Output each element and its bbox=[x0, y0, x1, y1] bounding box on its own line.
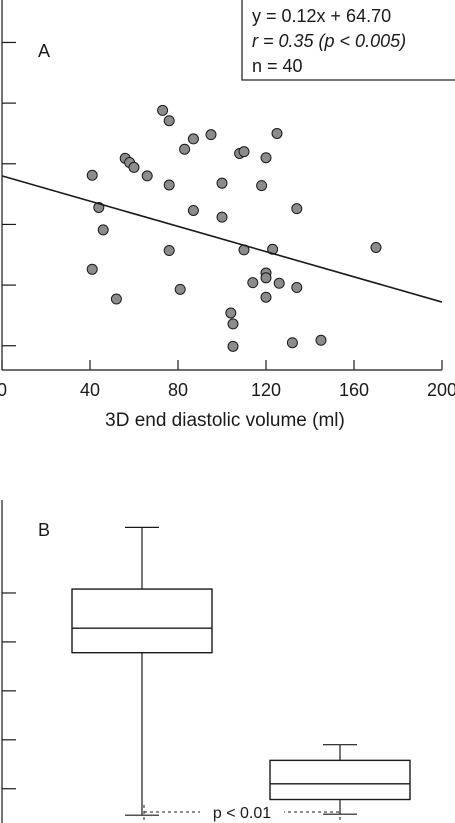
scatter-point bbox=[216, 177, 228, 189]
scatter-panel: A 0 40 80 120 160 200 3D end diastolic volume… bbox=[0, 0, 455, 431]
significance-bracket: p < 0.01 bbox=[143, 802, 341, 823]
scatter-point bbox=[163, 179, 175, 191]
scatter-point bbox=[179, 143, 191, 155]
scatter-point bbox=[110, 293, 122, 305]
scatter-x-tick-label: 120 bbox=[251, 380, 281, 400]
scatter-point bbox=[163, 115, 175, 127]
scatter-point bbox=[187, 133, 199, 145]
scatter-y-axis bbox=[1, 0, 16, 370]
box-group bbox=[71, 526, 213, 816]
scatter-point bbox=[187, 204, 199, 216]
panel-label-b: B bbox=[38, 520, 50, 540]
scatter-point bbox=[238, 146, 250, 158]
stats-box: y = 0.12x + 64.70 r = 0.35 (p < 0.005) n… bbox=[241, 0, 455, 81]
box-panel: B p < 0.01 bbox=[1, 500, 411, 823]
scatter-point bbox=[260, 291, 272, 303]
stats-sample-size: n = 40 bbox=[252, 56, 303, 76]
scatter-points bbox=[86, 104, 382, 352]
scatter-point bbox=[225, 307, 237, 319]
box-iqr bbox=[71, 588, 213, 654]
scatter-x-tick-label: 80 bbox=[168, 380, 188, 400]
panel-label-a: A bbox=[38, 41, 50, 61]
scatter-point bbox=[128, 161, 140, 173]
scatter-x-axis: 0 40 80 120 160 200 bbox=[0, 360, 455, 400]
box-group bbox=[269, 744, 411, 815]
scatter-point bbox=[216, 211, 228, 223]
scatter-point bbox=[141, 170, 153, 182]
scatter-point bbox=[260, 152, 272, 164]
scatter-x-tick-label: 160 bbox=[339, 380, 369, 400]
scatter-point bbox=[370, 241, 382, 253]
scatter-point bbox=[227, 318, 239, 330]
scatter-point bbox=[205, 129, 217, 141]
box-iqr bbox=[269, 759, 411, 801]
scatter-point bbox=[271, 127, 283, 139]
x-axis-label: 3D end diastolic volume (ml) bbox=[105, 410, 345, 431]
stats-equation: y = 0.12x + 64.70 bbox=[252, 6, 391, 26]
scatter-point bbox=[256, 180, 268, 192]
scatter-point bbox=[315, 334, 327, 346]
regression-line bbox=[1, 175, 443, 303]
stats-correlation: r = 0.35 (p < 0.005) bbox=[252, 31, 406, 51]
box-plots bbox=[71, 526, 411, 816]
scatter-point bbox=[291, 203, 303, 215]
scatter-point bbox=[260, 272, 272, 284]
scatter-point bbox=[247, 277, 259, 289]
scatter-x-tick-label: 200 bbox=[427, 380, 455, 400]
scatter-point bbox=[157, 104, 169, 116]
scatter-point bbox=[97, 224, 109, 236]
scatter-point bbox=[291, 282, 303, 294]
scatter-point bbox=[273, 277, 285, 289]
box-y-axis bbox=[1, 500, 16, 823]
scatter-x-tick-label: 0 bbox=[0, 380, 7, 400]
significance-label: p < 0.01 bbox=[213, 805, 271, 822]
scatter-x-tick-label: 40 bbox=[80, 380, 100, 400]
scatter-point bbox=[174, 283, 186, 295]
scatter-point bbox=[286, 337, 298, 349]
scatter-point bbox=[163, 245, 175, 257]
scatter-point bbox=[86, 263, 98, 275]
scatter-point bbox=[227, 340, 239, 352]
scatter-point bbox=[86, 169, 98, 181]
